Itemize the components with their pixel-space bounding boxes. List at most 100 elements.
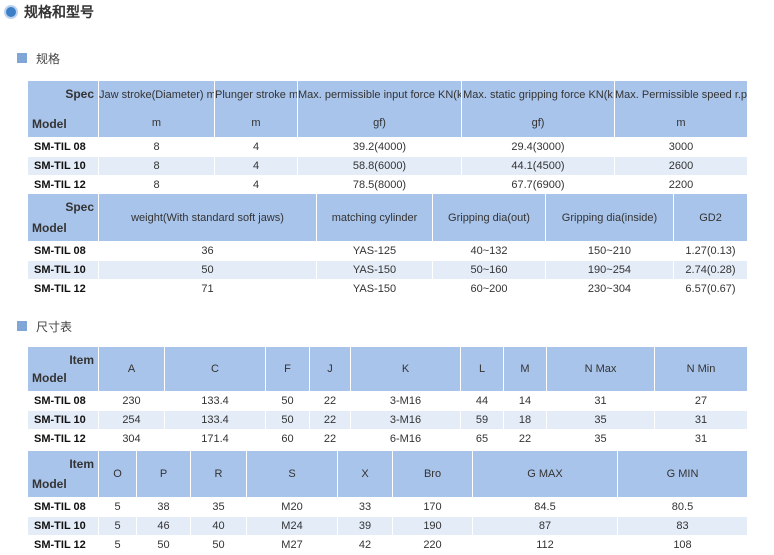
corner-bottom: Model xyxy=(32,477,67,491)
header-line: GD2 xyxy=(699,211,722,224)
header-line: Gripping dia(out) xyxy=(448,211,530,224)
header-row: Spec Model Jaw stroke(Diameter) m m Plunger … xyxy=(27,80,748,138)
value-cell: 170 xyxy=(392,497,473,517)
spec-table: Spec Model weight(With standard soft jaws)… xyxy=(27,193,748,299)
value-cell: 50 xyxy=(265,410,310,430)
header-line: K xyxy=(401,363,410,375)
value-cell: 35 xyxy=(546,429,655,449)
value-cell: 22 xyxy=(503,429,547,449)
value-cell: 5 xyxy=(98,516,137,536)
model-cell: SM-TIL 12 xyxy=(27,279,99,299)
header-line: G MAX xyxy=(527,468,563,480)
corner-cell: Item Model xyxy=(27,346,99,392)
value-cell: 60 xyxy=(265,429,310,449)
header-line: M xyxy=(520,363,530,375)
header-line: m xyxy=(251,117,261,129)
table-body: Item Model A C F J K L M N Max N Min SM-TIL 08 230 13… xyxy=(27,346,748,449)
data-row: SM-TIL 08 8 4 39.2(4000) 29.4(3000) 3000 xyxy=(27,137,748,157)
header-line: P xyxy=(159,468,168,480)
header-line: L xyxy=(478,363,486,375)
value-cell: 150~210 xyxy=(545,241,674,261)
header-line: O xyxy=(113,468,122,480)
header-line: N Max xyxy=(584,363,617,375)
corner-cell: Spec Model xyxy=(27,193,99,242)
header-line: m xyxy=(151,117,162,129)
header-line: gf) xyxy=(373,117,386,129)
corner-bottom: Model xyxy=(32,371,67,385)
value-cell: 50 xyxy=(136,535,191,555)
data-row: SM-TIL 10 5 46 40 M24 39 190 87 83 xyxy=(27,516,748,536)
value-cell: 4 xyxy=(214,156,298,176)
data-row: SM-TIL 12 304 171.4 60 22 6-M16 65 22 35 31 xyxy=(27,429,748,449)
data-row: SM-TIL 10 50 YAS-150 50~160 190~254 2.74(0.28… xyxy=(27,260,748,280)
model-cell: SM-TIL 08 xyxy=(27,241,99,261)
column-header: S xyxy=(246,450,338,498)
value-cell: 50 xyxy=(98,260,317,280)
value-cell: 6-M16 xyxy=(350,429,461,449)
value-cell: 50~160 xyxy=(432,260,546,280)
value-cell: 71 xyxy=(98,279,317,299)
table-body: Spec Model Jaw stroke(Diameter) m m Plunger … xyxy=(27,80,748,195)
model-cell: SM-TIL 10 xyxy=(27,410,99,430)
header-line: Bro xyxy=(423,468,442,480)
value-cell: 65 xyxy=(460,429,504,449)
model-cell: SM-TIL 08 xyxy=(27,137,99,157)
value-cell: 230~304 xyxy=(545,279,674,299)
header-line: Max. permissible input force KN(k xyxy=(298,89,461,101)
header-row: Item Model O P R S X Bro G MAX G MIN xyxy=(27,450,748,498)
corner-bottom: Model xyxy=(32,221,67,235)
value-cell: 36 xyxy=(98,241,317,261)
value-cell: 40 xyxy=(190,516,247,536)
data-row: SM-TIL 12 5 50 50 M27 42 220 112 108 xyxy=(27,535,748,555)
value-cell: 42 xyxy=(337,535,393,555)
value-cell: 3-M16 xyxy=(350,391,461,411)
corner-cell: Item Model xyxy=(27,450,99,498)
value-cell: M27 xyxy=(246,535,338,555)
value-cell: 304 xyxy=(98,429,165,449)
value-cell: 133.4 xyxy=(164,410,266,430)
corner-cell: Spec Model xyxy=(27,80,99,138)
value-cell: 44.1(4500) xyxy=(461,156,615,176)
column-header: M xyxy=(503,346,547,392)
column-header: P xyxy=(136,450,191,498)
column-header: matching cylinder xyxy=(316,193,433,242)
model-cell: SM-TIL 08 xyxy=(27,497,99,517)
header-line: gf) xyxy=(531,117,545,129)
header-line: N Min xyxy=(686,363,716,375)
value-cell: 22 xyxy=(309,391,351,411)
column-header: R xyxy=(190,450,247,498)
header-line: X xyxy=(361,468,369,480)
value-cell: 50 xyxy=(190,535,247,555)
value-cell: 31 xyxy=(654,410,748,430)
header-row: Item Model A C F J K L M N Max N Min xyxy=(27,346,748,392)
column-header: Jaw stroke(Diameter) m m xyxy=(98,80,215,138)
header-line: A xyxy=(127,363,136,375)
title-icon xyxy=(4,5,18,19)
column-header: X xyxy=(337,450,393,498)
value-cell: 22 xyxy=(309,410,351,430)
value-cell: 4 xyxy=(214,137,298,157)
column-header: N Max xyxy=(546,346,655,392)
value-cell: 50 xyxy=(265,391,310,411)
value-cell: 38 xyxy=(136,497,191,517)
value-cell: 67.7(6900) xyxy=(461,175,615,195)
value-cell: 4 xyxy=(214,175,298,195)
header-line: Gripping dia(inside) xyxy=(561,211,658,224)
data-row: SM-TIL 08 5 38 35 M20 33 170 84.5 80.5 xyxy=(27,497,748,517)
column-header: G MAX xyxy=(472,450,618,498)
value-cell: 58.8(6000) xyxy=(297,156,462,176)
value-cell: 60~200 xyxy=(432,279,546,299)
value-cell: 59 xyxy=(460,410,504,430)
column-header: Max. permissible input force KN(k gf) xyxy=(297,80,462,138)
value-cell: 5 xyxy=(98,497,137,517)
model-cell: SM-TIL 12 xyxy=(27,429,99,449)
page-title: 规格和型号 xyxy=(24,4,94,20)
value-cell: 3-M16 xyxy=(350,410,461,430)
header-line: matching cylinder xyxy=(331,211,418,224)
value-cell: 2.74(0.28) xyxy=(673,260,748,280)
value-cell: M24 xyxy=(246,516,338,536)
column-header: N Min xyxy=(654,346,748,392)
value-cell: 39.2(4000) xyxy=(297,137,462,157)
value-cell: YAS-150 xyxy=(316,260,433,280)
value-cell: 87 xyxy=(472,516,618,536)
